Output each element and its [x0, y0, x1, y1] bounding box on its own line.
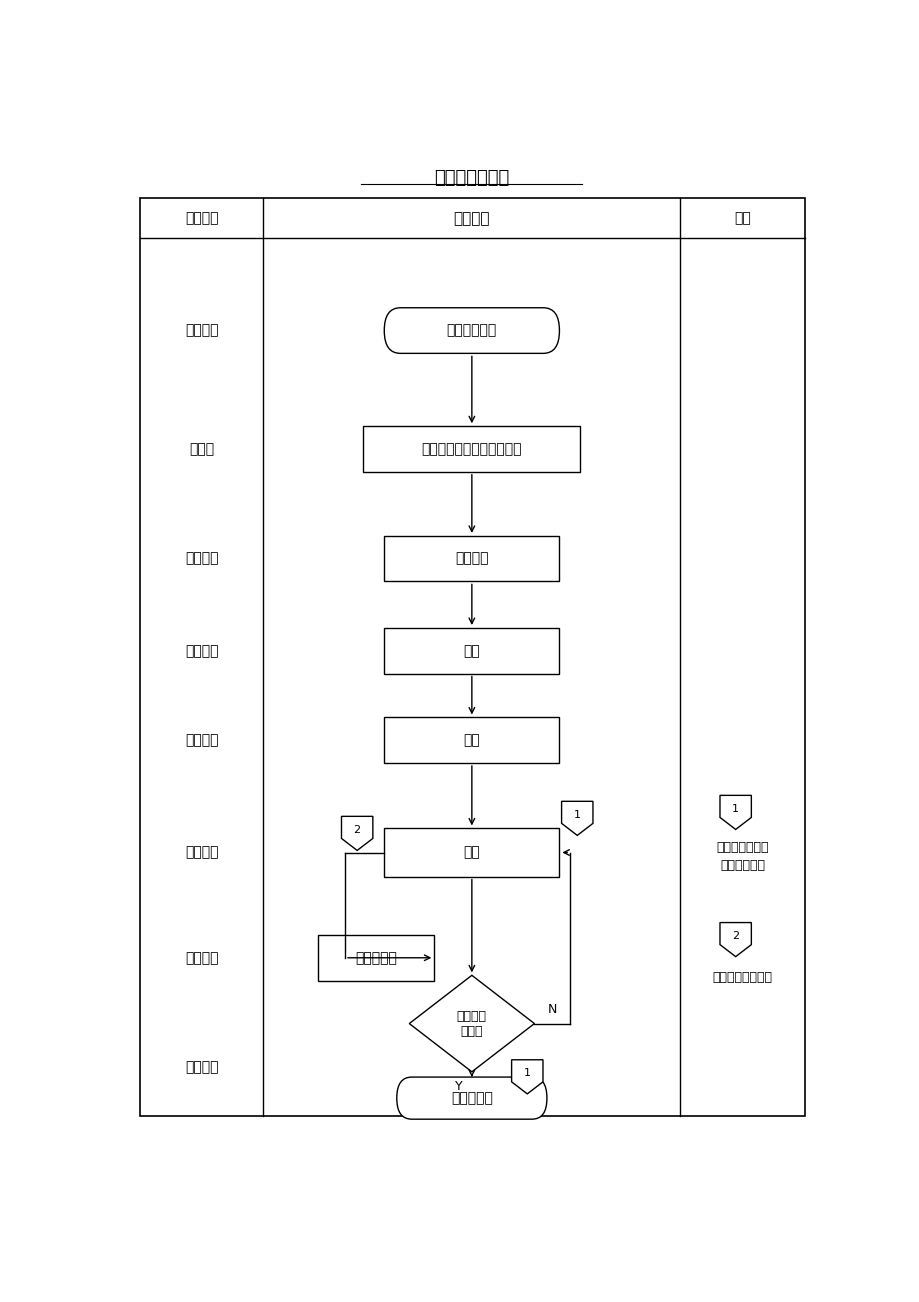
Text: 相关部门: 相关部门: [185, 1060, 218, 1074]
Text: 借阅并记录: 借阅并记录: [355, 950, 396, 965]
Text: 相关部门: 相关部门: [185, 733, 218, 747]
Text: 使用记录: 使用记录: [455, 552, 488, 565]
Text: 1: 1: [523, 1068, 530, 1078]
Polygon shape: [561, 801, 593, 836]
Text: 《记录归档及处
理登记台帐》: 《记录归档及处 理登记台帐》: [716, 841, 768, 872]
Text: 责任部门: 责任部门: [185, 211, 218, 225]
Polygon shape: [720, 923, 751, 957]
Text: 流程描述: 流程描述: [453, 211, 490, 227]
Polygon shape: [511, 1060, 542, 1094]
Polygon shape: [720, 796, 751, 829]
Text: 相关部门: 相关部门: [185, 643, 218, 658]
Text: 归档: 归档: [463, 845, 480, 859]
Text: 1: 1: [732, 803, 738, 814]
Text: 备注: 备注: [733, 211, 750, 225]
Text: 2: 2: [353, 824, 360, 835]
Text: 建立记录清单: 建立记录清单: [447, 324, 496, 337]
Text: Y: Y: [455, 1079, 462, 1092]
Bar: [384, 828, 559, 876]
Polygon shape: [409, 975, 534, 1072]
FancyBboxPatch shape: [384, 307, 559, 353]
Text: 《借阅登记台帐》: 《借阅登记台帐》: [712, 970, 772, 983]
Text: 编目: 编目: [463, 733, 480, 747]
Polygon shape: [341, 816, 372, 850]
FancyBboxPatch shape: [396, 1077, 546, 1120]
Bar: [363, 426, 580, 471]
Text: 收集: 收集: [463, 643, 480, 658]
Text: 确认记录形式、备案、标识: 确认记录形式、备案、标识: [421, 441, 522, 456]
Text: 是否超过
有效期: 是否超过 有效期: [457, 1009, 486, 1038]
Bar: [384, 536, 559, 582]
Text: 相关部门: 相关部门: [185, 552, 218, 565]
Text: 相关部门: 相关部门: [185, 950, 218, 965]
Text: 综合部: 综合部: [189, 441, 214, 456]
Bar: [384, 628, 559, 673]
Text: 记录控制流程图: 记录控制流程图: [434, 169, 508, 187]
Text: 1: 1: [573, 810, 580, 819]
Text: 2: 2: [732, 931, 739, 941]
Bar: [384, 717, 559, 763]
Text: N: N: [547, 1003, 556, 1016]
Text: 销毁并记录: 销毁并记录: [450, 1091, 493, 1105]
Bar: [317, 935, 434, 980]
Text: 相关部门: 相关部门: [185, 324, 218, 337]
Text: 相关部门: 相关部门: [185, 845, 218, 859]
